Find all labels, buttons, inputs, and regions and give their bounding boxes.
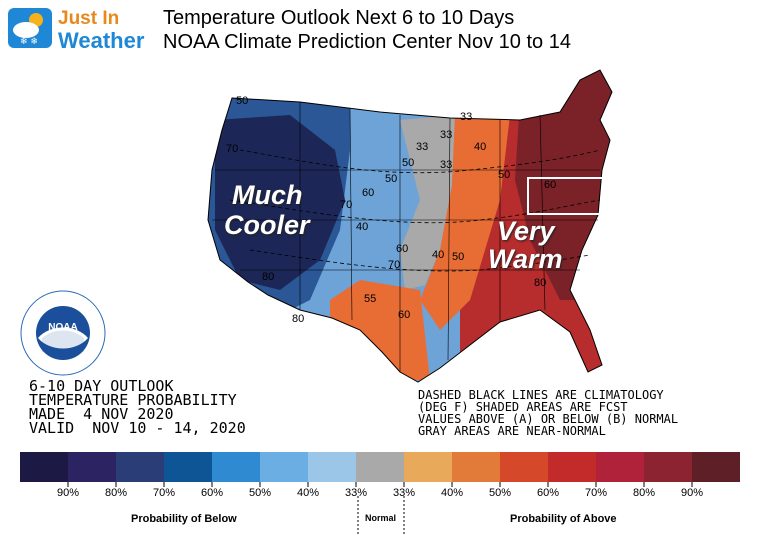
above-caption: Probability of Above [510,513,617,525]
notes-line2: (DEG F) SHADED AREAS ARE FCST [418,400,628,414]
contour-value-label: 50 [498,169,510,181]
contour-value-label: 50 [402,157,414,169]
contour-value-label: 33 [460,111,472,123]
legend-percent-label: 70% [584,487,608,499]
chart-subtitle: NOAA Climate Prediction Center Nov 10 to… [163,31,571,53]
logo-line1: Just In [58,8,120,29]
weather-cloud-icon: ❄ ❄ [8,8,52,48]
chart-title: Temperature Outlook Next 6 to 10 Days [163,7,515,29]
contour-value-label: 50 [452,251,464,263]
legend-swatch [404,452,452,482]
contour-value-label: 50 [385,173,397,185]
noaa-seal-text: NOAA [48,322,77,333]
contour-value-label: 50 [236,95,248,107]
cooler-label: Cooler [224,210,310,240]
legend-swatch [212,452,260,482]
legend-swatch [356,452,404,482]
legend-percent-label: 90% [56,487,80,499]
notes-line4: GRAY AREAS ARE NEAR-NORMAL [418,424,606,438]
legend-percent-label: 40% [440,487,464,499]
contour-value-label: 40 [432,249,444,261]
notes-line1: DASHED BLACK LINES ARE CLIMATOLOGY [418,388,664,402]
legend-percent-label: 33% [344,487,368,499]
legend-swatch [164,452,212,482]
noaa-seal-icon: NOAA [20,290,106,376]
legend-percent-label: 70% [152,487,176,499]
legend-swatch [692,452,740,482]
contour-value-label: 40 [474,141,486,153]
legend-percent-label: 50% [488,487,512,499]
legend-swatch [308,452,356,482]
contour-labels: 8070504033706040503350607033404033505560… [226,95,556,325]
contour-value-label: 80 [292,313,304,325]
legend-swatch [68,452,116,482]
contour-value-label: 55 [364,293,376,305]
legend-percent-label: 80% [104,487,128,499]
notes-line3: VALUES ABOVE (A) OR BELOW (B) NORMAL [418,412,679,426]
legend-percent-label: 60% [200,487,224,499]
contour-value-label: 40 [356,221,368,233]
legend-percent-label: 50% [248,487,272,499]
contour-value-label: 60 [396,243,408,255]
just-in-weather-logo: ❄ ❄ Just In Weather [6,6,156,53]
legend-swatch [500,452,548,482]
outlook-line2: TEMPERATURE PROBABILITY [29,391,237,409]
svg-text:❄ ❄: ❄ ❄ [20,37,38,47]
legend-percent-label: 60% [536,487,560,499]
very-label: Very [497,216,555,246]
outlook-line4: VALID NOV 10 - 14, 2020 [29,419,246,437]
contour-value-label: 70 [388,259,400,271]
contour-value-label: 80 [262,271,274,283]
contour-value-label: 40 [238,195,250,207]
legend-swatch [644,452,692,482]
contour-value-label: 60 [362,187,374,199]
legend-swatch [116,452,164,482]
normal-caption: Normal [365,513,397,523]
contour-value-label: 60 [544,179,556,191]
outlook-line3: MADE 4 NOV 2020 [29,405,174,423]
legend-percent-label: 80% [632,487,656,499]
legend-percent-label: 33% [392,487,416,499]
much-label: Much [232,180,303,210]
probability-legend [20,452,740,482]
legend-ticks [67,482,693,487]
legend-percent-label: 90% [680,487,704,499]
below-caption: Probability of Below [131,513,237,525]
legend-swatch [20,452,68,482]
contour-value-label: 80 [534,277,546,289]
contour-value-label: 33 [440,129,452,141]
contour-value-label: 33 [440,159,452,171]
contour-value-label: 70 [340,199,352,211]
legend-swatch [548,452,596,482]
probability-shading [208,70,612,382]
legend-percent-label: 40% [296,487,320,499]
contour-value-label: 70 [226,143,238,155]
legend-swatch [596,452,644,482]
highlight-box [527,177,604,215]
warm-label: Warm [488,244,563,274]
legend-swatch [260,452,308,482]
contour-value-label: 33 [416,141,428,153]
us-outline [207,69,613,383]
climatology-lines [229,149,601,272]
outlook-line1: 6-10 DAY OUTLOOK [29,377,174,395]
logo-line2: Weather [58,28,145,53]
contour-value-label: 60 [398,309,410,321]
legend-swatch [452,452,500,482]
